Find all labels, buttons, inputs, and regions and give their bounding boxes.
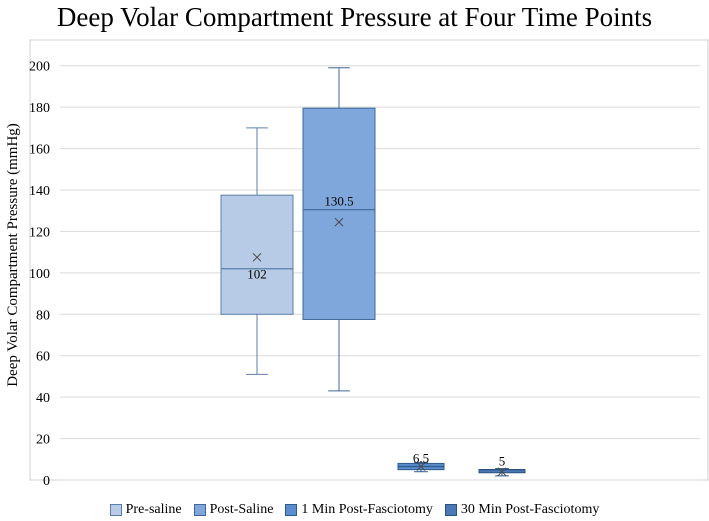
- legend-label: 1 Min Post-Fasciotomy: [301, 502, 433, 517]
- y-tick-label: 120: [29, 225, 50, 240]
- mean-marker: [497, 467, 507, 477]
- y-tick-labels: 0 20 40 60 80 100 120 140 160 180 200: [29, 60, 50, 489]
- chart-title: Deep Volar Compartment Pressure at Four …: [56, 2, 653, 32]
- y-tick-label: 40: [36, 391, 50, 406]
- legend-swatch: [109, 504, 122, 516]
- box-plots: 102 130.5 6.5 5: [220, 67, 526, 477]
- y-tick-label: 20: [36, 433, 50, 448]
- chart-plot: 0 20 40 60 80 100 120 140 160 180 200 102 130.5 6.5 5…: [5, 39, 709, 489]
- legend-label: Pre-saline: [125, 502, 182, 517]
- legend-label: 30 Min Post-Fasciotomy: [460, 502, 600, 517]
- y-tick-label: 100: [29, 267, 50, 282]
- y-tick-label: 0: [43, 474, 50, 489]
- legend-swatch: [444, 504, 457, 516]
- y-tick-label: 80: [36, 308, 50, 323]
- mean-marker: [334, 217, 344, 227]
- legend-item: 30 Min Post-Fasciotomy: [444, 502, 600, 518]
- box-1: 102: [220, 127, 294, 375]
- median-label: 130.5: [324, 194, 353, 209]
- legend: Pre-saline Post-Saline 1 Min Post-Fascioto…: [0, 502, 709, 518]
- iqr-box: [302, 107, 376, 320]
- legend-item: Pre-saline: [109, 502, 182, 518]
- legend-swatch: [193, 504, 206, 516]
- y-tick-label: 200: [29, 60, 50, 75]
- y-tick-label: 60: [36, 350, 50, 365]
- legend-item: Post-Saline: [193, 502, 274, 518]
- grid-lines: [29, 39, 709, 481]
- mean-marker: [416, 462, 426, 471]
- y-axis-label: Deep Volar Compartment Pressure (mmHg): [5, 123, 21, 387]
- y-tick-label: 160: [29, 143, 50, 158]
- y-tick-label: 140: [29, 184, 50, 199]
- legend-item: 1 Min Post-Fasciotomy: [285, 502, 433, 518]
- y-tick-label: 180: [29, 101, 50, 116]
- median-label: 102: [247, 267, 267, 282]
- legend-label: Post-Saline: [209, 502, 274, 517]
- mean-marker: [252, 252, 262, 262]
- box-3: 6.5: [397, 451, 445, 473]
- legend-swatch: [285, 504, 298, 516]
- box-4: 5: [478, 454, 526, 477]
- median-label: 6.5: [413, 451, 429, 466]
- iqr-box: [220, 194, 294, 315]
- median-label: 5: [499, 454, 506, 469]
- box-2: 130.5: [302, 67, 376, 392]
